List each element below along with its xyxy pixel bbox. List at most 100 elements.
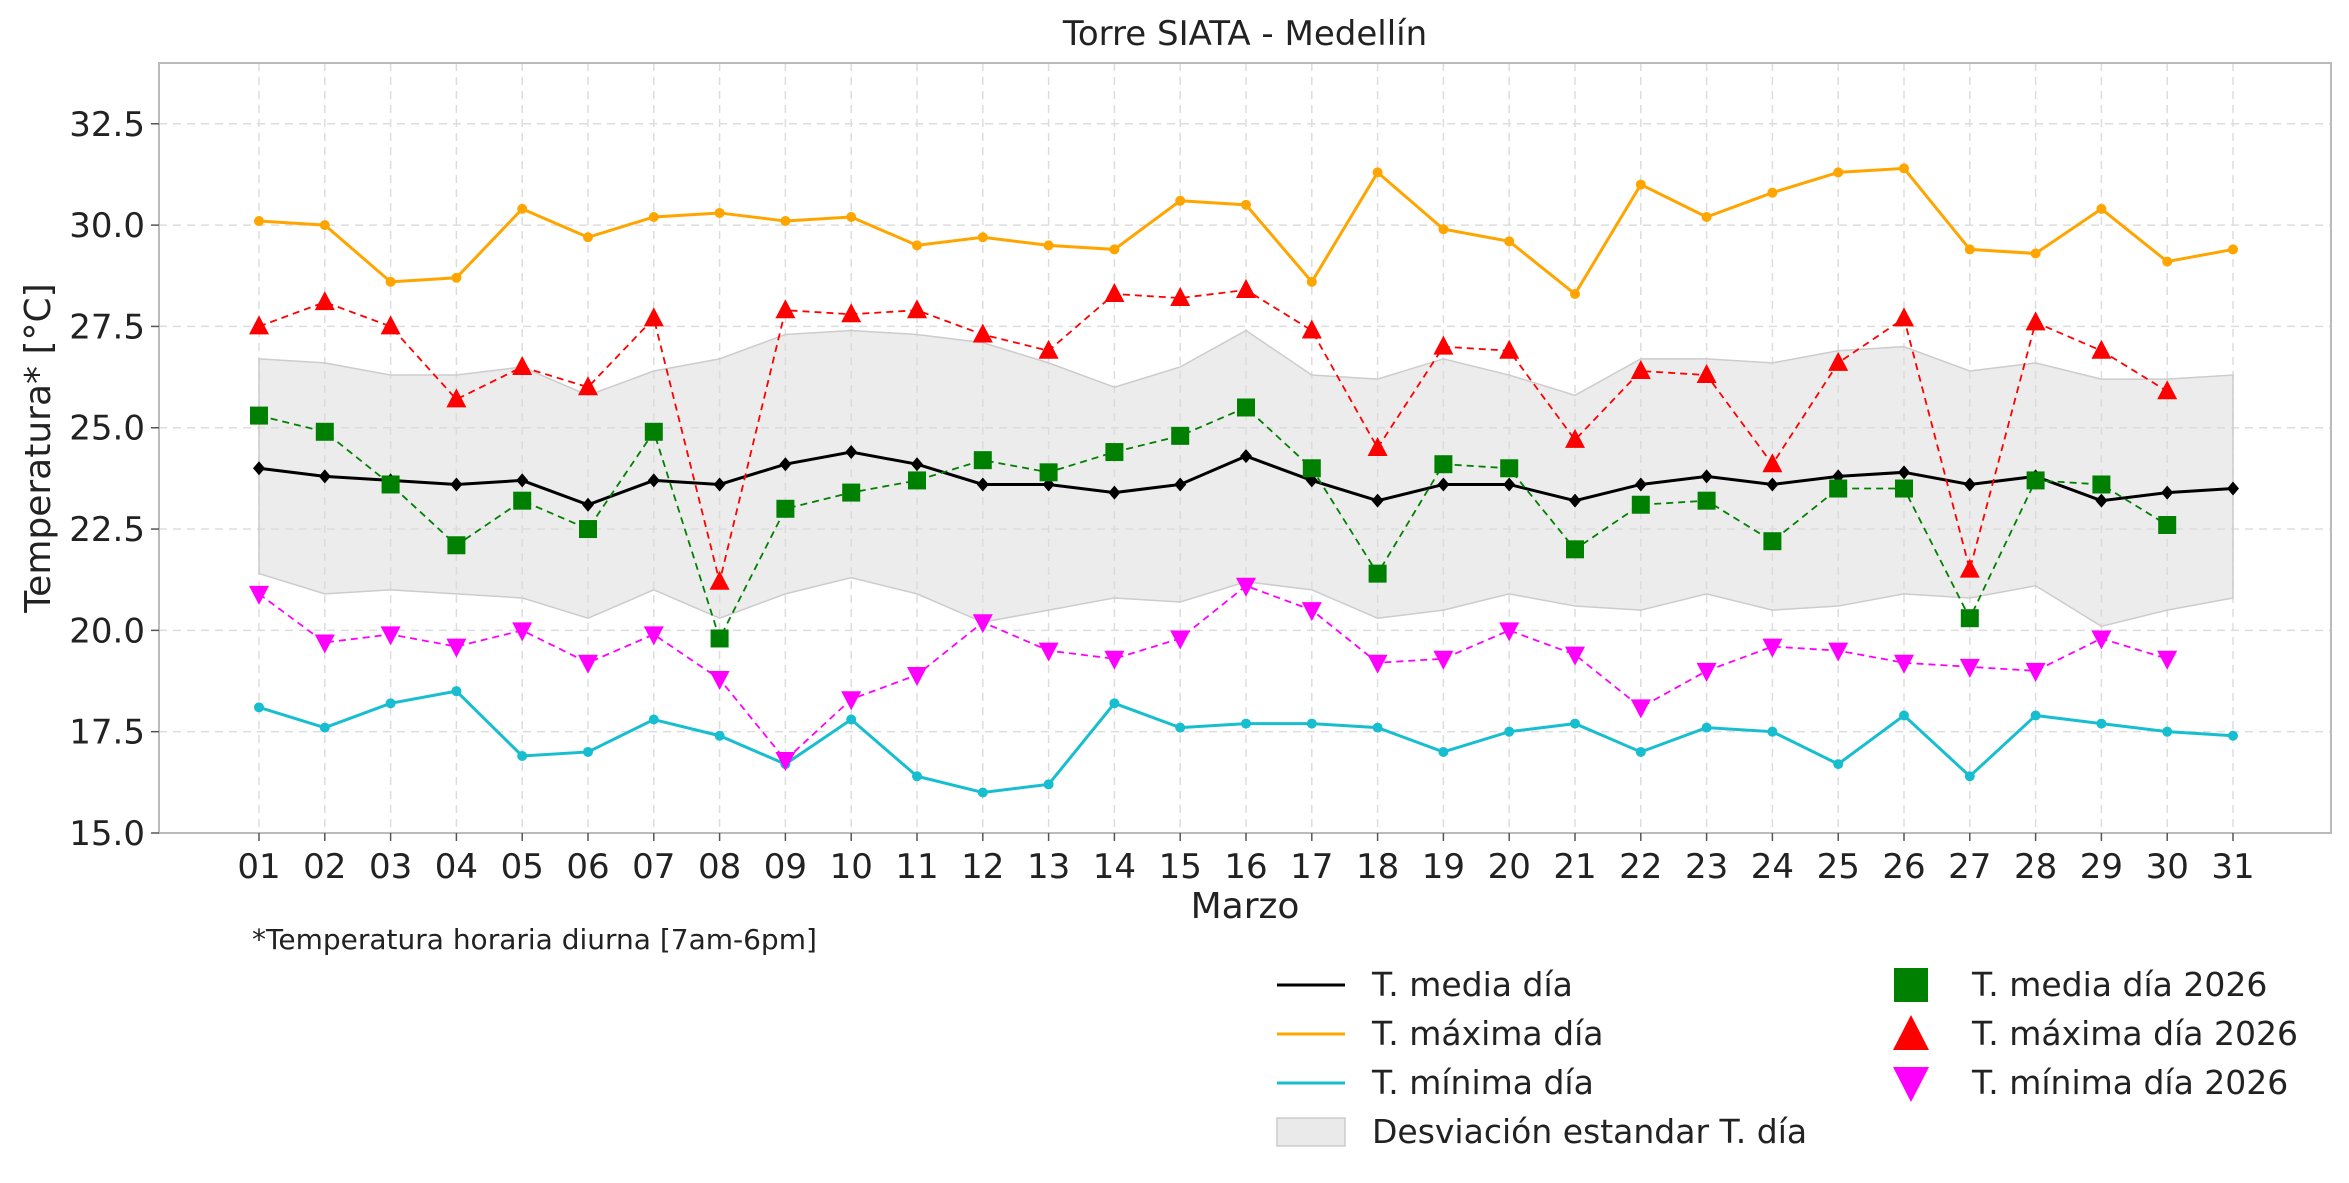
data-point [1766, 477, 1779, 492]
x-tick-label: 16 [1224, 847, 1267, 887]
data-point [972, 323, 993, 343]
data-point [780, 216, 791, 227]
data-point [841, 303, 862, 323]
data-point [1767, 187, 1778, 198]
legend-swatch [1276, 1117, 1346, 1147]
data-point [1038, 339, 1059, 359]
x-tick-label: 17 [1290, 847, 1333, 887]
chart-title: Torre SIATA - Medellín [1062, 14, 1427, 54]
data-point [1301, 319, 1322, 339]
data-point [710, 629, 729, 648]
data-point [912, 771, 922, 782]
x-tick-label: 15 [1159, 847, 1202, 887]
data-point [1635, 746, 1646, 757]
y-axis-label: Temperatura* [°C] [18, 283, 59, 613]
series-line [258, 289, 2168, 582]
data-point [380, 315, 401, 335]
legend-swatch [1893, 1015, 1929, 1050]
data-point [1697, 491, 1716, 510]
x-tick-label: 01 [237, 847, 280, 887]
data-point [1762, 453, 1783, 473]
data-point [1302, 459, 1321, 478]
std-band [258, 329, 2234, 628]
data-point [643, 307, 664, 327]
x-axis-label: Marzo [1191, 886, 1300, 927]
data-point [512, 355, 533, 375]
data-point [1038, 642, 1059, 662]
data-point [714, 730, 725, 741]
data-point [713, 477, 726, 492]
data-point [2092, 475, 2111, 494]
data-point [1175, 195, 1186, 206]
x-tick-label: 13 [1027, 847, 1070, 887]
x-tick-label: 27 [1948, 847, 1991, 887]
data-point [776, 499, 795, 518]
data-point [1174, 477, 1187, 492]
data-point [775, 752, 796, 772]
data-point [976, 477, 989, 492]
data-point [2096, 203, 2107, 214]
data-point [1959, 658, 1980, 678]
data-point [1634, 477, 1647, 492]
data-point [381, 475, 400, 494]
y-tick-label: 30.0 [69, 206, 145, 246]
data-point [447, 536, 466, 555]
data-point [1438, 746, 1449, 757]
y-tick-label: 27.5 [69, 307, 145, 347]
data-point [911, 457, 923, 472]
y-tick-label: 17.5 [69, 713, 145, 753]
x-tick-label: 05 [501, 847, 544, 887]
data-point [579, 520, 597, 539]
data-point [319, 722, 330, 733]
data-point [1170, 287, 1191, 307]
data-point [582, 497, 594, 512]
data-point [1762, 638, 1783, 658]
data-point [2030, 710, 2041, 721]
std-band-area [258, 329, 2234, 628]
data-point [1039, 463, 1058, 482]
series-line [258, 584, 2168, 762]
x-tick-label: 12 [961, 847, 1004, 887]
data-point [314, 291, 335, 311]
data-point [1434, 455, 1453, 474]
data-point [385, 698, 396, 709]
data-point [451, 686, 462, 697]
data-point [1828, 351, 1849, 371]
data-point [1894, 654, 1914, 674]
x-tick-label: 23 [1685, 847, 1728, 887]
x-tick-label: 26 [1882, 847, 1925, 887]
data-point [648, 714, 659, 725]
y-tick-label: 20.0 [69, 611, 145, 651]
data-point [1696, 364, 1717, 384]
data-point [908, 471, 926, 490]
data-point [779, 457, 792, 472]
data-point [2025, 662, 2046, 682]
data-point [709, 570, 730, 590]
data-point [2025, 311, 2046, 331]
data-point [583, 232, 593, 243]
x-tick-label: 22 [1619, 847, 1662, 887]
series-group [249, 163, 2239, 798]
legend-label: T. máxima día [1371, 1014, 1603, 1053]
data-point [2157, 650, 2178, 670]
data-point [907, 299, 927, 319]
data-point [1959, 558, 1980, 578]
data-point [1767, 726, 1778, 737]
x-tick-label: 28 [2014, 847, 2057, 887]
y-tick-label: 22.5 [69, 510, 145, 550]
data-point [2228, 244, 2238, 255]
data-point [977, 787, 988, 798]
data-point [1964, 244, 1975, 255]
data-point [1241, 199, 1251, 210]
legend-label: T. máxima día 2026 [1971, 1014, 2298, 1053]
data-point [972, 614, 993, 634]
x-tick-label: 18 [1356, 847, 1399, 887]
data-point [1371, 493, 1384, 508]
data-point [1372, 722, 1383, 733]
data-point [1499, 339, 1520, 359]
data-point [1108, 485, 1121, 500]
legend-label: T. media día 2026 [1971, 965, 2267, 1004]
data-point [1171, 426, 1190, 445]
data-point [1043, 240, 1054, 251]
data-point [2096, 718, 2107, 729]
